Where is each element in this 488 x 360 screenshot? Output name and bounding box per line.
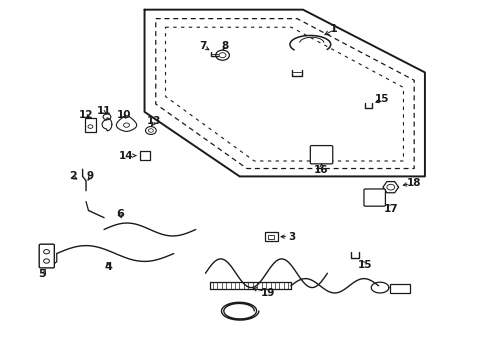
Text: 5: 5 — [38, 269, 46, 279]
FancyBboxPatch shape — [264, 232, 277, 241]
Text: 4: 4 — [104, 262, 112, 272]
Text: 7: 7 — [199, 41, 206, 50]
Text: 12: 12 — [79, 110, 93, 120]
FancyBboxPatch shape — [85, 118, 96, 132]
Text: 13: 13 — [147, 116, 161, 126]
FancyBboxPatch shape — [310, 145, 332, 164]
Text: 3: 3 — [288, 232, 295, 242]
Text: 8: 8 — [221, 41, 228, 50]
Text: 16: 16 — [314, 165, 328, 175]
FancyBboxPatch shape — [363, 189, 385, 206]
Text: 9: 9 — [86, 171, 93, 181]
Text: 15: 15 — [374, 94, 388, 104]
FancyBboxPatch shape — [39, 244, 54, 268]
Text: 6: 6 — [116, 209, 124, 219]
Text: 14: 14 — [119, 150, 134, 161]
Text: 18: 18 — [406, 178, 421, 188]
Text: 1: 1 — [329, 24, 336, 34]
FancyBboxPatch shape — [389, 284, 409, 293]
Text: 10: 10 — [116, 110, 131, 120]
Text: 19: 19 — [260, 288, 275, 298]
FancyBboxPatch shape — [140, 151, 150, 160]
FancyBboxPatch shape — [268, 234, 274, 239]
Text: 17: 17 — [383, 204, 397, 214]
Text: 11: 11 — [97, 106, 111, 116]
Text: 2: 2 — [69, 171, 77, 181]
Text: 15: 15 — [357, 260, 372, 270]
